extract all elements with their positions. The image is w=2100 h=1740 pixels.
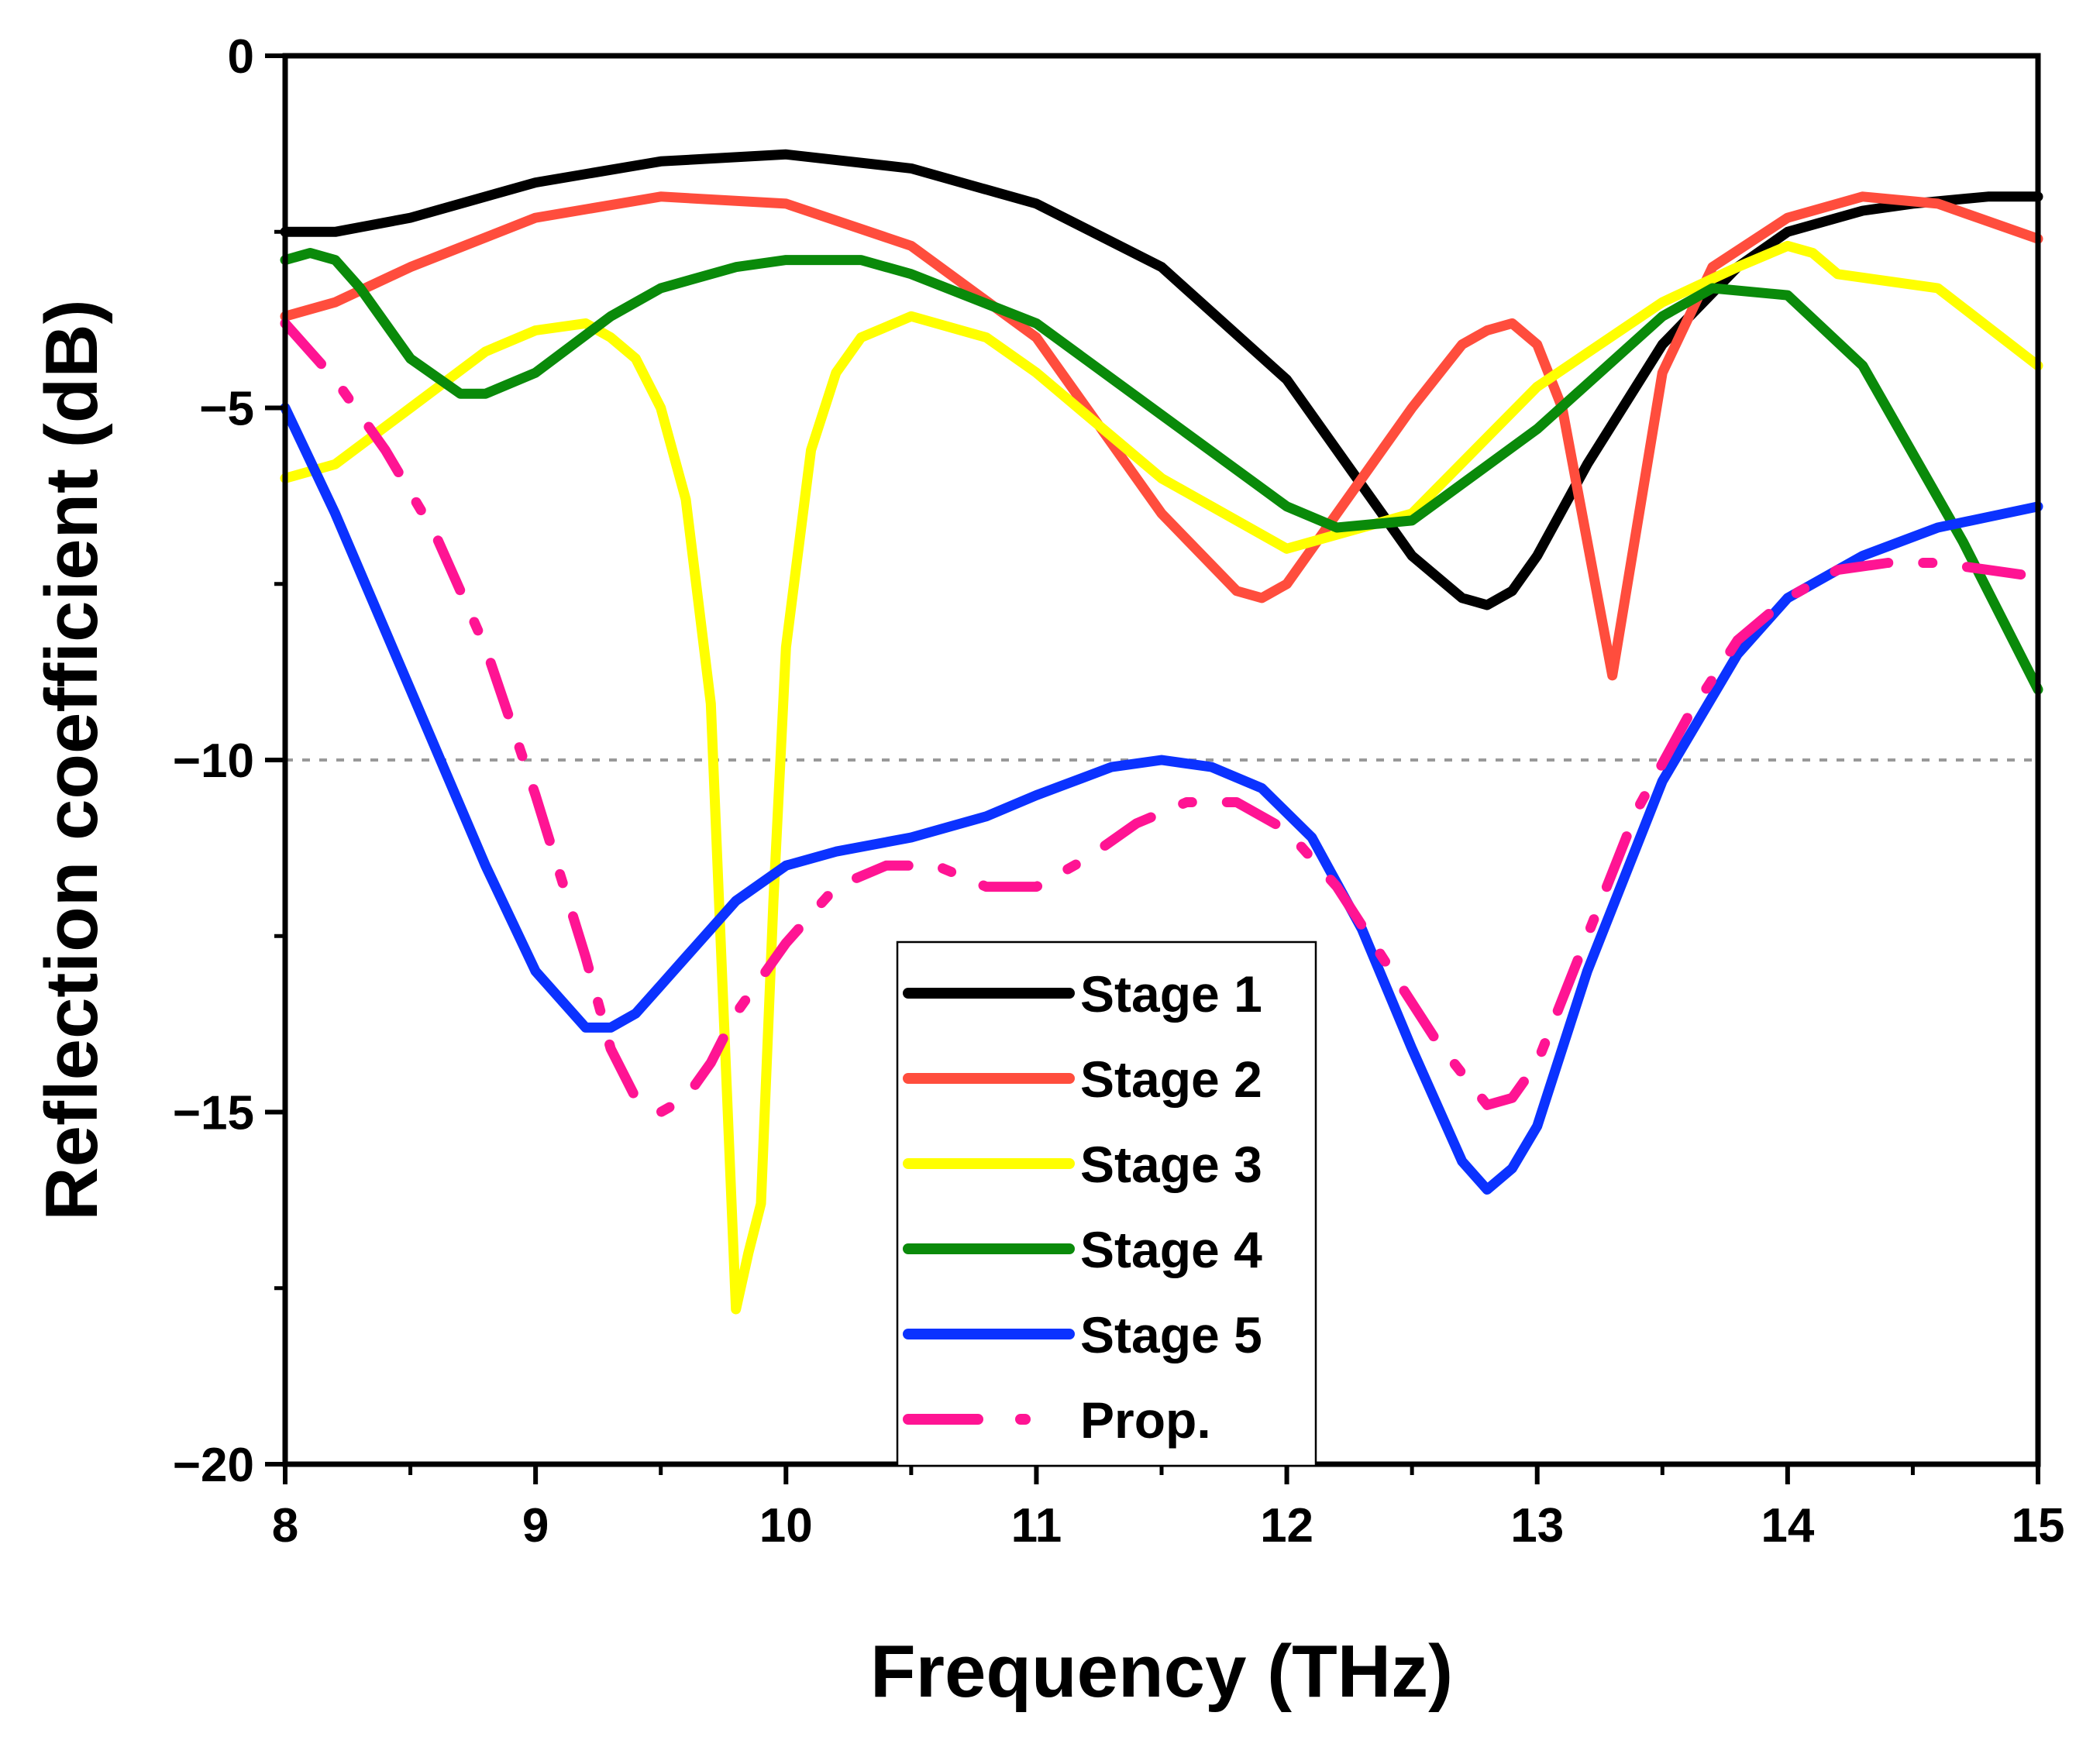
- series-line-stage-3: [280, 240, 2043, 1315]
- y-tick-label: −10: [173, 734, 254, 788]
- series-layer: [280, 149, 2043, 1315]
- x-tick-label: 15: [2012, 1499, 2065, 1553]
- legend-label-stage-5: Stage 5: [1080, 1306, 1262, 1363]
- y-axis-title: Reflection coefficient (dB): [30, 299, 113, 1220]
- series-line-stage-1: [280, 149, 2043, 610]
- legend-label-stage-3: Stage 3: [1080, 1136, 1262, 1193]
- legend-label-stage-2: Stage 2: [1080, 1051, 1262, 1108]
- series-line-stage-4: [280, 248, 2043, 695]
- legend-label-stage-4: Stage 4: [1080, 1221, 1262, 1278]
- y-tick-label: −5: [199, 383, 254, 436]
- x-tick-label: 13: [1510, 1499, 1564, 1553]
- x-axis-ticks: 8 9 10 11 12 13 14 15: [272, 1464, 2065, 1553]
- x-tick-label: 12: [1260, 1499, 1313, 1553]
- legend-box: [896, 940, 1317, 1467]
- x-tick-label: 11: [1011, 1499, 1062, 1553]
- y-tick-label: −20: [173, 1439, 254, 1492]
- x-tick-label: 10: [759, 1499, 813, 1553]
- y-tick-label: 0: [228, 30, 254, 84]
- y-axis-ticks: 0 −5 −10 −15 −20: [173, 30, 285, 1492]
- legend-label-prop: Prop.: [1080, 1391, 1211, 1449]
- x-tick-label: 14: [1761, 1499, 1814, 1553]
- x-axis-title: Frequency (THz): [870, 1630, 1453, 1713]
- legend-label-stage-1: Stage 1: [1080, 965, 1262, 1023]
- y-tick-label: −15: [173, 1087, 254, 1140]
- x-tick-label: 9: [522, 1499, 549, 1553]
- legend: Stage 1 Stage 2 Stage 3 Stage 4 Stage 5 Prop.: [896, 940, 1317, 1467]
- x-tick-label: 8: [272, 1499, 298, 1553]
- series-line-prop: [280, 318, 2043, 1117]
- series-line-stage-5: [280, 403, 2043, 1195]
